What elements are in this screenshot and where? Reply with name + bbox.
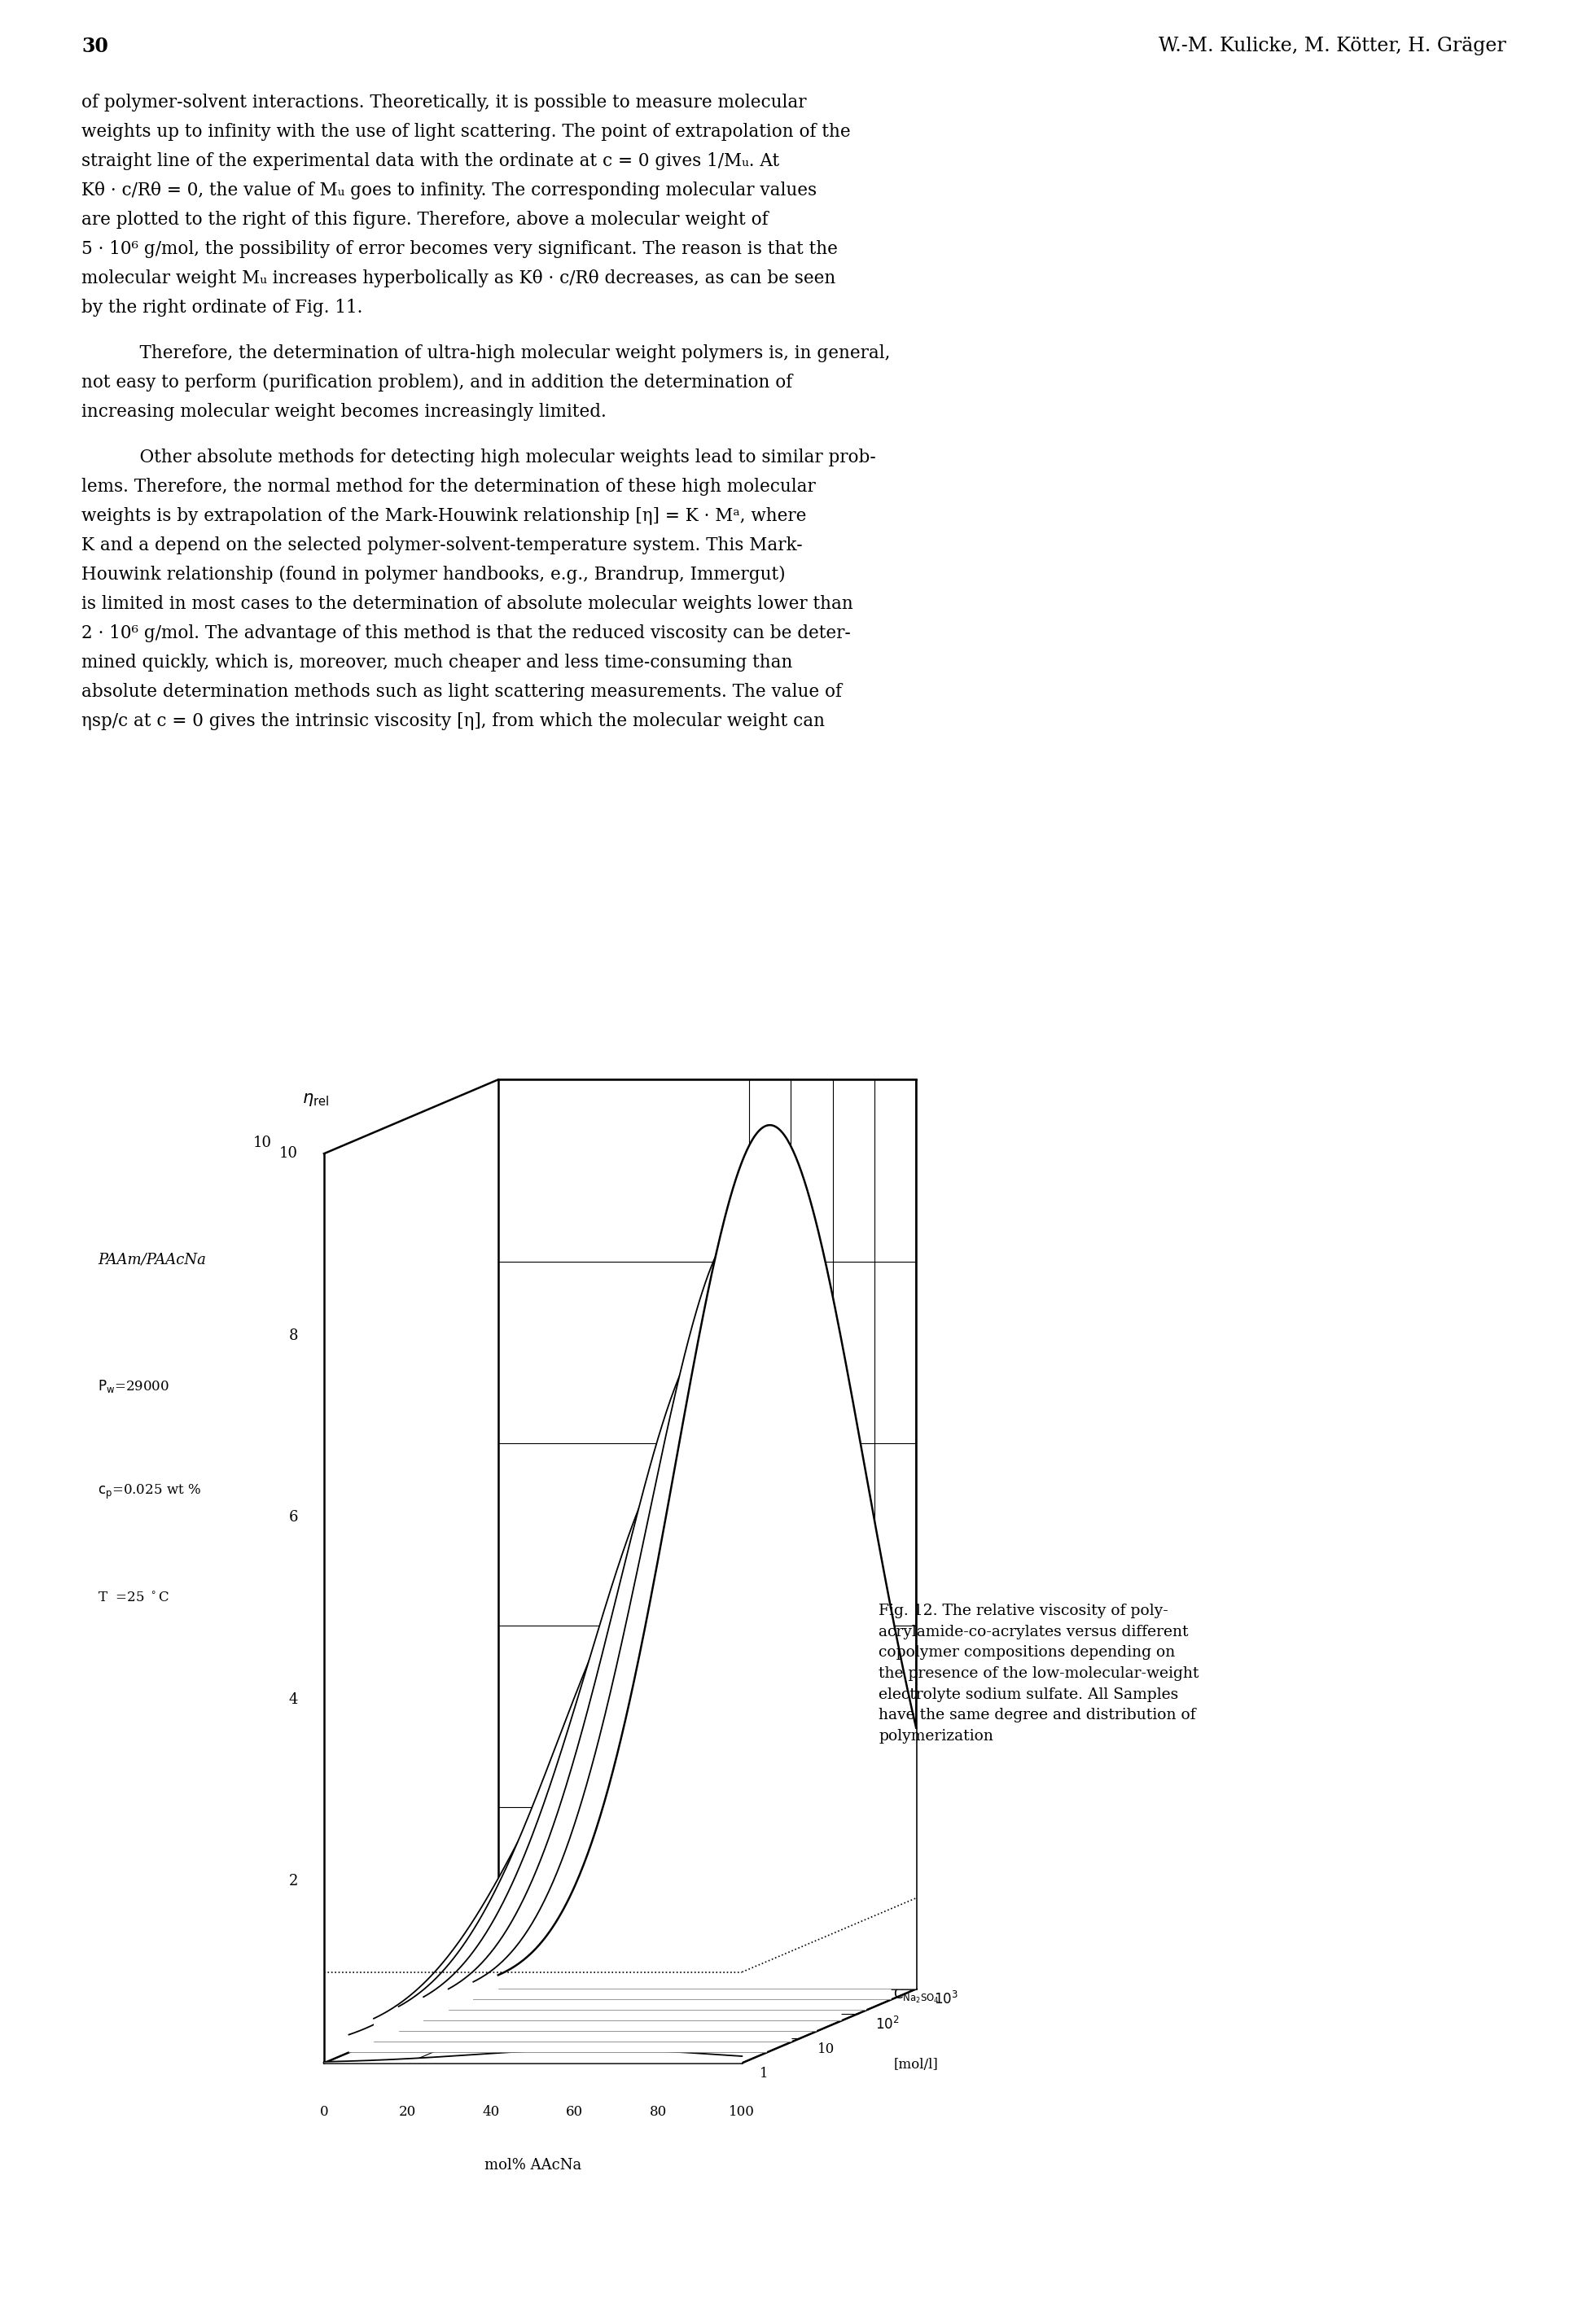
Text: $\eta_{\mathrm{rel}}$: $\eta_{\mathrm{rel}}$ <box>301 1092 329 1109</box>
Text: 8: 8 <box>289 1329 298 1343</box>
Text: Fig. 12. The relative viscosity of poly-
acrylamide-co-acrylates versus differen: Fig. 12. The relative viscosity of poly-… <box>879 1604 1199 1743</box>
Text: 4: 4 <box>289 1692 298 1706</box>
Text: 1: 1 <box>759 2066 769 2080</box>
Text: increasing molecular weight becomes increasingly limited.: increasing molecular weight becomes incr… <box>82 402 606 421</box>
Text: 6: 6 <box>289 1511 298 1525</box>
Text: weights is by extrapolation of the Mark-Houwink relationship [η] = K · Mᵃ, where: weights is by extrapolation of the Mark-… <box>82 507 806 525</box>
Text: mol% AAcNa: mol% AAcNa <box>485 2159 582 2173</box>
Text: T  =25 $^\circ$C: T =25 $^\circ$C <box>97 1592 169 1604</box>
Text: Houwink relationship (found in polymer handbooks, e.g., Brandrup, Immergut): Houwink relationship (found in polymer h… <box>82 565 786 583</box>
Text: 30: 30 <box>82 37 108 56</box>
Text: 2: 2 <box>289 1873 298 1889</box>
Text: lems. Therefore, the normal method for the determination of these high molecular: lems. Therefore, the normal method for t… <box>82 479 816 495</box>
Text: by the right ordinate of Fig. 11.: by the right ordinate of Fig. 11. <box>82 300 362 316</box>
Text: 0: 0 <box>320 2106 328 2119</box>
Text: not easy to perform (purification problem), and in addition the determination of: not easy to perform (purification proble… <box>82 374 792 393</box>
Text: 10: 10 <box>253 1136 271 1150</box>
Text: ηsp/c at c = 0 gives the intrinsic viscosity [η], from which the molecular weigh: ηsp/c at c = 0 gives the intrinsic visco… <box>82 711 825 730</box>
Text: mined quickly, which is, moreover, much cheaper and less time-consuming than: mined quickly, which is, moreover, much … <box>82 653 792 672</box>
Text: is limited in most cases to the determination of absolute molecular weights lowe: is limited in most cases to the determin… <box>82 595 854 614</box>
Text: molecular weight Mᵤ increases hyperbolically as Kθ · c/Rθ decreases, as can be s: molecular weight Mᵤ increases hyperbolic… <box>82 270 836 288</box>
Text: 5 · 10⁶ g/mol, the possibility of error becomes very significant. The reason is : 5 · 10⁶ g/mol, the possibility of error … <box>82 239 838 258</box>
Polygon shape <box>424 1432 841 2020</box>
Text: PAAm/PAAcNa: PAAm/PAAcNa <box>97 1253 206 1267</box>
Text: 10: 10 <box>817 2043 835 2057</box>
Text: 100: 100 <box>730 2106 755 2119</box>
Text: Other absolute methods for detecting high molecular weights lead to similar prob: Other absolute methods for detecting hig… <box>122 449 876 467</box>
Polygon shape <box>499 1081 916 1989</box>
Text: [mol/l]: [mol/l] <box>894 2057 938 2071</box>
Polygon shape <box>373 1676 792 2043</box>
Text: $\mathrm{c_p}$=0.025 wt %: $\mathrm{c_p}$=0.025 wt % <box>97 1483 201 1501</box>
Text: 20: 20 <box>399 2106 416 2119</box>
Text: 2 · 10⁶ g/mol. The advantage of this method is that the reduced viscosity can be: 2 · 10⁶ g/mol. The advantage of this met… <box>82 625 850 641</box>
Polygon shape <box>449 1325 866 2010</box>
Text: K and a depend on the selected polymer-solvent-temperature system. This Mark-: K and a depend on the selected polymer-s… <box>82 537 802 555</box>
Text: 80: 80 <box>650 2106 667 2119</box>
Text: $\mathrm{P_w}$=29000: $\mathrm{P_w}$=29000 <box>97 1378 169 1394</box>
Text: $10^2$: $10^2$ <box>876 2015 899 2034</box>
Text: Therefore, the determination of ultra-high molecular weight polymers is, in gene: Therefore, the determination of ultra-hi… <box>122 344 890 363</box>
Text: straight line of the experimental data with the ordinate at c = 0 gives 1/Mᵤ. At: straight line of the experimental data w… <box>82 151 780 170</box>
Text: W.-M. Kulicke, M. Kötter, H. Gräger: W.-M. Kulicke, M. Kötter, H. Gräger <box>1159 37 1506 56</box>
Polygon shape <box>323 1989 916 2064</box>
Polygon shape <box>348 1822 767 2052</box>
Polygon shape <box>399 1548 816 2031</box>
Text: weights up to infinity with the use of light scattering. The point of extrapolat: weights up to infinity with the use of l… <box>82 123 850 142</box>
Polygon shape <box>474 1222 891 1999</box>
Text: 40: 40 <box>483 2106 501 2119</box>
Polygon shape <box>323 2050 742 2064</box>
Polygon shape <box>499 1125 916 1989</box>
Text: 10: 10 <box>279 1146 298 1162</box>
Text: are plotted to the right of this figure. Therefore, above a molecular weight of: are plotted to the right of this figure.… <box>82 211 769 228</box>
Text: $\mathrm{C_{Na_2SO_4}}$: $\mathrm{C_{Na_2SO_4}}$ <box>893 1987 940 2006</box>
Text: Kθ · c/Rθ = 0, the value of Mᵤ goes to infinity. The corresponding molecular val: Kθ · c/Rθ = 0, the value of Mᵤ goes to i… <box>82 181 817 200</box>
Polygon shape <box>323 1081 499 2064</box>
Text: 60: 60 <box>566 2106 584 2119</box>
Text: absolute determination methods such as light scattering measurements. The value : absolute determination methods such as l… <box>82 683 843 702</box>
Text: $10^3$: $10^3$ <box>934 1992 957 2008</box>
Text: of polymer-solvent interactions. Theoretically, it is possible to measure molecu: of polymer-solvent interactions. Theoret… <box>82 93 806 112</box>
